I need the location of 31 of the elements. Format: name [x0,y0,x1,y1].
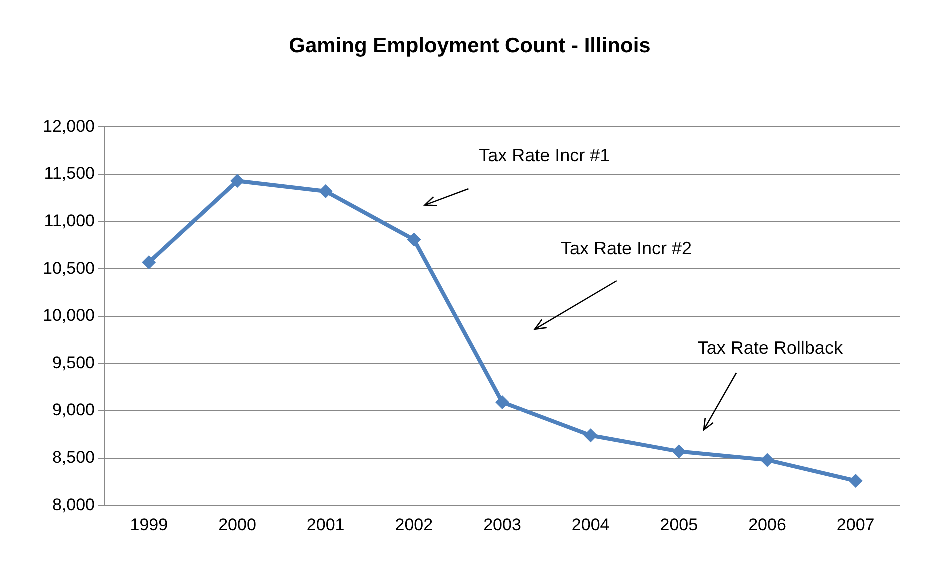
y-tick-label: 9,500 [52,353,95,372]
x-tick-label: 2002 [395,515,434,534]
x-tick-label: 2003 [484,515,522,534]
x-tick-label: 2005 [660,515,698,534]
x-tick-label: 2001 [306,515,345,534]
point [142,255,156,270]
y-tick-label: 10,000 [42,306,95,326]
point [760,453,774,468]
x-tick-label: 2004 [572,515,610,534]
y-tick-label: 12,000 [42,116,95,136]
y-tick-label: 11,500 [44,164,95,184]
annotation: Tax Rate Incr #1 [479,145,610,166]
x-tick-label: 2007 [836,515,875,534]
y-tick-label: 8,500 [52,448,95,467]
y-tick-label: 8,000 [52,495,95,514]
x-tick-label: 1999 [130,515,168,534]
annotation: Tax Rate Incr #2 [560,238,692,258]
chart-title: Gaming Employment Count - Illinois [289,34,651,58]
point [584,428,598,443]
point [407,232,422,247]
x-tick-label: 2006 [748,515,786,534]
point [230,174,244,188]
y-tick-label: 11,000 [44,211,95,230]
y-tick-label: 9,000 [52,400,95,420]
annotation: Tax Rate Rollback [698,338,844,358]
y-tick-label: 10,500 [42,258,95,278]
point [672,444,686,459]
point [318,184,333,199]
point [496,395,510,410]
point [848,474,863,488]
x-tick-label: 2000 [218,515,256,534]
